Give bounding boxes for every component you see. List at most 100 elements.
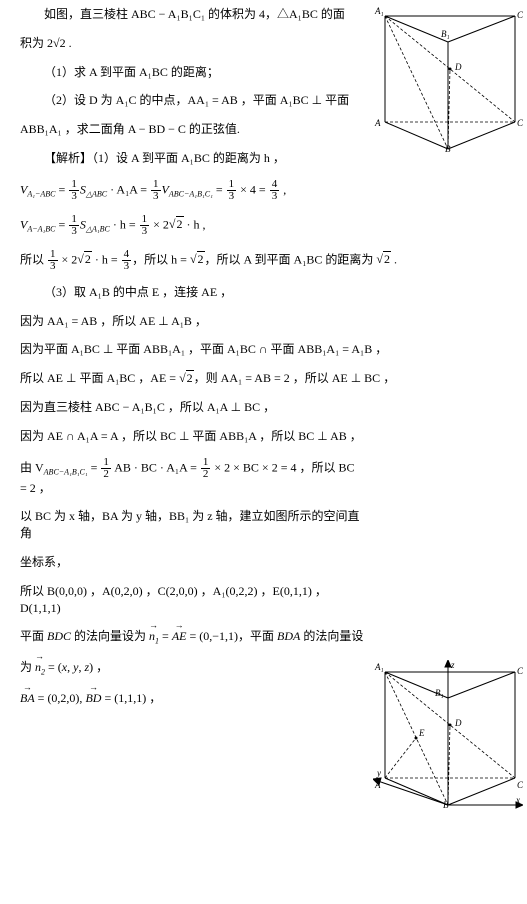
frac: 43: [270, 179, 280, 202]
lbl2-C: C: [517, 780, 523, 790]
rad: 2: [186, 370, 194, 385]
den: 3: [69, 226, 79, 237]
t: ,: [280, 182, 286, 196]
sqrt: 2: [190, 251, 205, 268]
t: = (0,2,0),: [35, 691, 86, 705]
rad: 2: [197, 251, 205, 266]
frac: 13: [151, 179, 161, 202]
para-13: 所以 AE ⊥ 平面 A₁BC ，AE = 2，则 AA₁ = AB = 2 ，…: [20, 370, 521, 387]
para-16: 由 VABC−A₁B₁C₁ = 12 AB · BC · A₁A = 12 × …: [20, 457, 521, 497]
text: ABB₁A₁ ，求二面角 A − BD − C 的正弦值.: [20, 122, 240, 136]
lbl-B: B: [445, 144, 451, 154]
t: · h ,: [184, 217, 206, 231]
sqrt: 2: [179, 370, 194, 387]
lbl2-z: z: [450, 660, 455, 670]
frac: 12: [201, 457, 211, 480]
lbl2-C1: C₁: [517, 666, 523, 676]
prism-svg: A₁ B₁ C₁ A B C D: [373, 4, 523, 154]
lbl-B1: B₁: [441, 29, 450, 39]
t: = (0,−1,1)，平面 BDA 的法向量设: [186, 629, 363, 643]
sub: ABC−A₁B₁C₁: [169, 189, 213, 198]
den: 3: [122, 261, 132, 272]
t: ，所以 h =: [132, 252, 190, 266]
t: =: [56, 182, 69, 196]
frac: 13: [140, 214, 150, 237]
lbl2-x: x: [515, 795, 520, 805]
vec: n: [35, 659, 41, 676]
t: · A₁A =: [107, 182, 150, 196]
para-10: （3）取 A₁B 的中点 E ，连接 AE ，: [20, 284, 521, 301]
prism-svg-2: A₁ B₁ C₁ A B C D E z x y: [373, 660, 523, 810]
text: （3）取 A₁B 的中点 E ，连接 AE ，: [44, 285, 232, 299]
text: 因为 AE ∩ A₁A = A ，所以 BC ⊥ 平面 ABB₁A ，所以 BC…: [20, 429, 362, 443]
t: · h =: [92, 252, 121, 266]
frac: 13: [69, 179, 79, 202]
t: =: [159, 629, 172, 643]
sqrt: 2: [77, 251, 92, 268]
t: 为: [20, 660, 35, 674]
t: = (x, y, z) ，: [45, 660, 108, 674]
num: 1: [140, 214, 150, 226]
sub: △A₁BC: [86, 224, 110, 233]
den: 3: [227, 191, 237, 202]
para-12: 因为平面 A₁BC ⊥ 平面 ABB₁A₁ ，平面 A₁BC ∩ 平面 ABB₁…: [20, 341, 521, 358]
frac: 43: [122, 249, 132, 272]
sqrt: 2: [376, 251, 391, 268]
para-15: 因为 AE ∩ A₁A = A ，所以 BC ⊥ 平面 ABB₁A ，所以 BC…: [20, 428, 521, 445]
t: 平面 BDC 的法向量设为: [20, 629, 149, 643]
rad: 2: [84, 251, 92, 266]
t: × 2: [150, 217, 169, 231]
sub: A₁−ABC: [27, 189, 55, 198]
text: （2）设 D 为 A₁C 的中点，AA₁ = AB ，平面 A₁BC ⊥ 平面: [44, 93, 349, 107]
lbl2-E: E: [418, 728, 425, 738]
num: 1: [48, 249, 58, 261]
para-19: 所以 B(0,0,0) ，A(0,2,0) ，C(2,0,0) ，A₁(0,2,…: [20, 583, 521, 617]
den: 3: [48, 261, 58, 272]
prism-figure-1: A₁ B₁ C₁ A B C D: [373, 4, 523, 154]
den: 3: [270, 191, 280, 202]
t: .: [391, 252, 397, 266]
vec: n: [149, 628, 155, 645]
t: ，则 AA₁ = AB = 2 ，所以 AE ⊥ BC ，: [194, 371, 396, 385]
t: 所以 AE ⊥ 平面 A₁BC ，AE =: [20, 371, 179, 385]
text: 积为 2√2 .: [20, 36, 72, 50]
num: 4: [122, 249, 132, 261]
text: 所以 B(0,0,0) ，A(0,2,0) ，C(2,0,0) ，A₁(0,2,…: [20, 584, 327, 615]
t: ，所以 A 到平面 A₁BC 的距离为: [205, 252, 377, 266]
rad: 2: [176, 216, 184, 231]
t: = (1,1,1) ，: [101, 691, 161, 705]
lbl2-B: B: [443, 800, 449, 810]
lbl2-B1: B₁: [435, 688, 444, 698]
para-9: 所以 13 × 22 · h = 43，所以 h = 2，所以 A 到平面 A₁…: [20, 249, 521, 272]
t: =: [56, 217, 69, 231]
num: 1: [101, 457, 111, 469]
lbl2-A1: A₁: [374, 662, 384, 672]
para-18: 坐标系，: [20, 554, 521, 571]
den: 3: [69, 191, 79, 202]
den: 3: [151, 191, 161, 202]
rad: 2: [383, 251, 391, 266]
vec: AE: [172, 628, 187, 645]
lbl-C: C: [517, 118, 523, 128]
frac: 13: [48, 249, 58, 272]
num: 1: [227, 179, 237, 191]
t: =: [88, 460, 101, 474]
text: 如图，直三棱柱 ABC − A₁B₁C₁ 的体积为 4，△A₁BC 的面: [44, 7, 345, 21]
sym: V: [162, 182, 169, 196]
lbl-D: D: [454, 62, 462, 72]
text: 因为平面 A₁BC ⊥ 平面 ABB₁A₁ ，平面 A₁BC ∩ 平面 ABB₁…: [20, 342, 387, 356]
frac: 13: [227, 179, 237, 202]
vec: BD: [85, 690, 101, 707]
para-20: 平面 BDC 的法向量设为 n1 = AE = (0,−1,1)，平面 BDA …: [20, 628, 521, 647]
text: 因为 AA₁ = AB ，所以 AE ⊥ A₁B ，: [20, 314, 207, 328]
prism-figure-2: A₁ B₁ C₁ A B C D E z x y: [373, 660, 523, 810]
t: 所以: [20, 252, 47, 266]
sub: △ABC: [86, 189, 107, 198]
text: 因为直三棱柱 ABC − A₁B₁C ，所以 A₁A ⊥ BC ，: [20, 400, 275, 414]
lbl-A1: A₁: [374, 6, 384, 16]
frac: 13: [69, 214, 79, 237]
num: 1: [201, 457, 211, 469]
text: 【解析】（1）设 A 到平面 A₁BC 的距离为 h ，: [44, 151, 285, 165]
lbl2-y: y: [376, 768, 381, 778]
num: 1: [151, 179, 161, 191]
